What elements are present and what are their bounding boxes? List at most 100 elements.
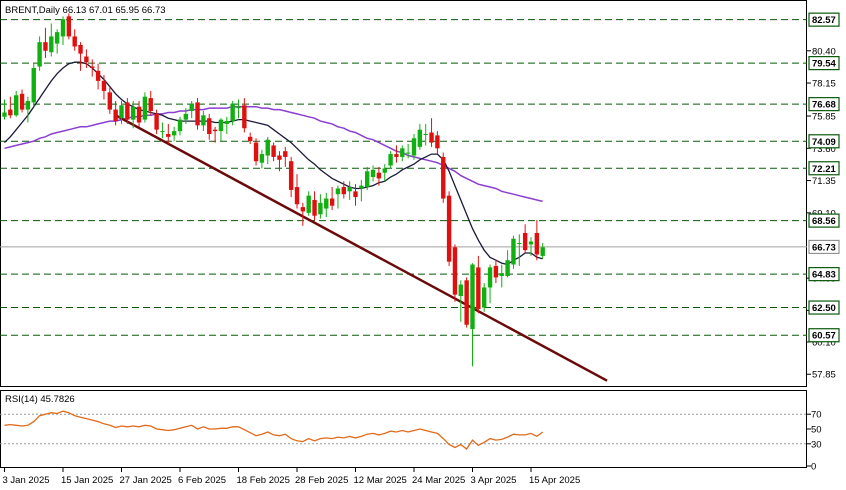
candle-body — [347, 187, 352, 192]
candle-body — [341, 187, 346, 195]
price-level-label: 79.54 — [812, 59, 836, 70]
price-axis: 80.4078.1575.8573.6071.3569.1064.5562.30… — [807, 12, 840, 381]
candle-body — [505, 260, 510, 276]
price-level-label: 68.56 — [812, 216, 836, 227]
time-axis-label: 3 Jan 2025 — [3, 475, 50, 486]
candle-body — [540, 247, 545, 256]
candle-body — [49, 36, 54, 53]
candle-body — [60, 19, 66, 37]
candle-body — [359, 185, 364, 189]
candle-body — [400, 148, 405, 157]
candle-body — [25, 100, 31, 110]
candle-body — [353, 191, 358, 198]
price-axis-label: 73.60 — [812, 144, 836, 155]
candle-body — [306, 195, 311, 213]
candle-body — [43, 42, 48, 51]
candle-body — [37, 42, 42, 67]
time-axis-label: 3 Apr 2025 — [471, 475, 517, 486]
rsi-line — [4, 410, 544, 450]
candle-body — [441, 156, 446, 199]
price-level-pill — [808, 134, 840, 149]
candle-body — [136, 106, 142, 123]
candle-body — [148, 98, 153, 112]
price-level-label: 62.50 — [812, 303, 836, 314]
price-level-label: 60.57 — [812, 331, 836, 342]
chart-title: BRENT,Daily 66.13 67.01 65.95 66.73 — [5, 5, 166, 16]
price-level-pill — [808, 97, 840, 112]
candle-body — [8, 109, 13, 116]
candle-body — [405, 152, 411, 154]
candle-body — [499, 273, 504, 276]
price-level-label: 82.57 — [812, 15, 836, 26]
candle-body — [283, 151, 288, 157]
price-axis-label: 80.40 — [812, 46, 836, 57]
price-level-pill — [808, 328, 840, 343]
candle-body — [14, 95, 19, 116]
candle-body — [388, 154, 393, 166]
candle-body — [482, 287, 487, 308]
candle-body — [271, 145, 276, 157]
price-level-pill — [808, 213, 840, 228]
price-level-label: 64.83 — [812, 270, 836, 281]
price-level-pill — [808, 161, 840, 176]
downtrend-line — [115, 114, 608, 382]
candle-body — [464, 280, 469, 325]
candle-body — [435, 135, 440, 149]
candle-body — [335, 188, 341, 195]
candle-body — [154, 113, 159, 130]
candle-body — [458, 284, 463, 297]
time-axis-label: 6 Feb 2025 — [178, 475, 226, 486]
candle-body — [72, 36, 77, 47]
candle-body — [411, 138, 417, 156]
price-level-pill — [808, 267, 840, 282]
candle-body — [224, 121, 229, 124]
candle-body — [218, 119, 224, 132]
candle-body — [493, 265, 499, 278]
time-axis-label: 15 Jan 2025 — [61, 475, 113, 486]
candle-body — [517, 242, 522, 244]
candle-body — [452, 247, 458, 295]
candle-body — [318, 202, 323, 215]
price-level-pill — [808, 56, 840, 71]
candle-body — [201, 115, 206, 126]
candlesticks — [2, 13, 545, 367]
rsi-panel-frame — [0, 390, 807, 468]
candle-body — [259, 154, 265, 163]
price-level-label: 74.09 — [812, 137, 836, 148]
rsi-axis-label: 50 — [811, 425, 822, 436]
price-level-label: 76.68 — [812, 100, 836, 111]
candle-body — [446, 195, 452, 262]
candle-body — [183, 113, 189, 120]
candle-body — [248, 136, 253, 142]
candle-body — [31, 67, 36, 103]
candle-body — [253, 142, 259, 162]
time-axis-label: 15 Apr 2025 — [529, 475, 580, 486]
time-axis-label: 18 Feb 2025 — [237, 475, 290, 486]
candle-body — [370, 169, 376, 178]
candle-body — [78, 45, 83, 54]
candle-body — [66, 16, 72, 37]
slow-moving-average-line — [4, 105, 543, 203]
candle-body — [294, 187, 300, 205]
price-level-label: 72.21 — [812, 164, 836, 175]
candle-body — [376, 172, 382, 179]
candle-body — [329, 198, 335, 206]
candle-body — [54, 32, 60, 44]
price-axis-label: 71.35 — [812, 176, 836, 187]
price-axis-label: 75.85 — [812, 112, 836, 123]
candle-body — [394, 154, 399, 157]
candle-body — [470, 264, 475, 330]
rsi-axis-label: 30 — [811, 439, 822, 450]
candle-body — [528, 241, 534, 245]
candle-body — [487, 267, 493, 288]
candle-body — [236, 106, 241, 109]
candle-body — [171, 131, 177, 136]
rsi-axis-label: 0 — [811, 462, 816, 473]
candle-body — [417, 129, 423, 147]
candle-body — [230, 103, 235, 122]
candle-body — [177, 119, 183, 132]
candle-body — [84, 56, 89, 63]
rsi-indicator: 70 50 30 0 — [0, 410, 822, 473]
price-axis-label: 78.15 — [812, 79, 836, 90]
